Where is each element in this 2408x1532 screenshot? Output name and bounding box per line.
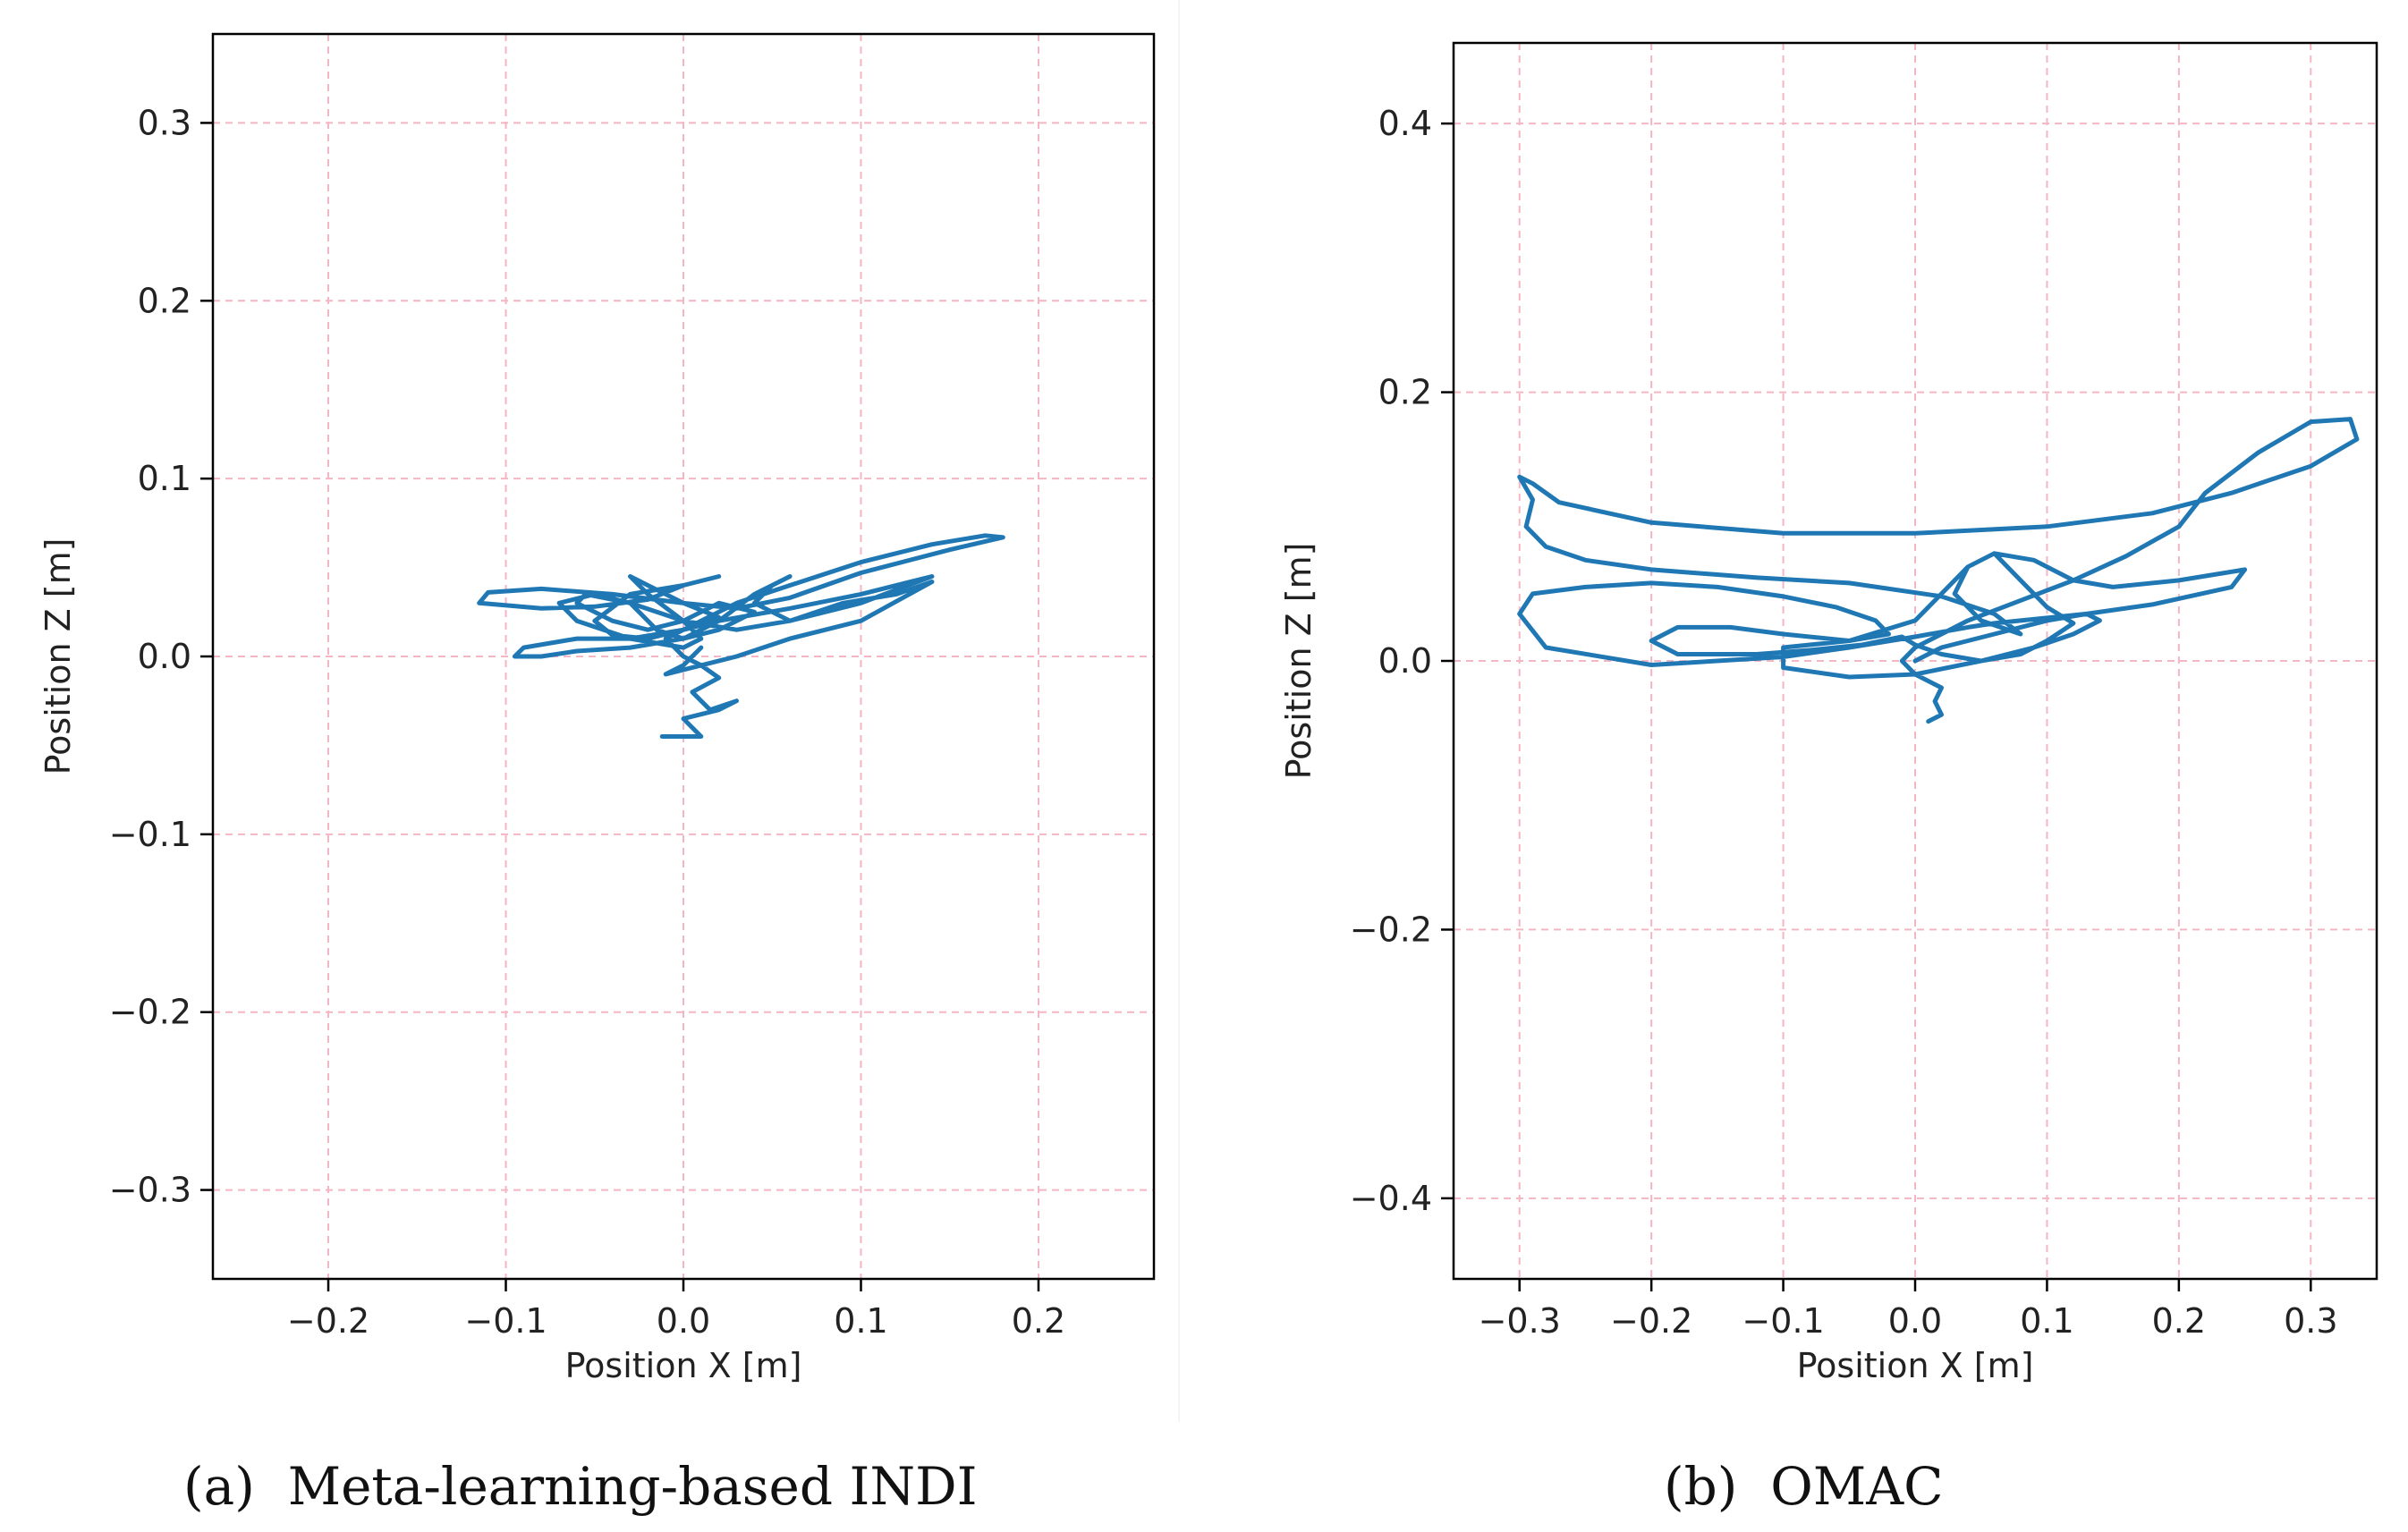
caption-a: (a) Meta-learning-based INDI (183, 1456, 978, 1517)
chart-b-xtick-label-1: −0.2 (1610, 1301, 1692, 1341)
caption-b: (b) OMAC (1664, 1456, 1943, 1517)
chart-b-xtick-label-4: 0.1 (2020, 1301, 2073, 1341)
chart-b-ytick-label-3: 0.2 (1378, 373, 1432, 412)
chart-a-xtick-label-2: 0.0 (657, 1301, 710, 1341)
chart-b-ylabel: Position Z [m] (1279, 543, 1318, 780)
chart-a-xtick-label-3: 0.1 (834, 1301, 887, 1341)
chart-a-ytick-label-1: −0.2 (109, 993, 191, 1032)
caption-b-text: OMAC (1770, 1456, 1944, 1517)
chart-a-ytick-label-0: −0.3 (109, 1171, 191, 1210)
chart-a-ytick-label-6: 0.3 (138, 103, 191, 142)
chart-b-xtick-label-5: 0.2 (2152, 1301, 2206, 1341)
chart-b-ytick-label-2: 0.0 (1378, 641, 1432, 681)
chart-b-xlabel: Position X [m] (1797, 1346, 2034, 1385)
chart-a-xtick-label-0: −0.2 (287, 1301, 369, 1341)
chart-b-ytick-label-1: −0.2 (1350, 910, 1432, 949)
chart-b-xtick-label-6: 0.3 (2284, 1301, 2337, 1341)
panel-b-omac: −0.3 −0.2 −0.1 0.0 0.1 0.2 0.3 −0.4 −0.2 0.0 0.2 0.… (1279, 41, 2378, 1385)
chart-b-series-line-0 (1517, 417, 2360, 724)
chart-b-xtick-label-3: 0.0 (1888, 1301, 1942, 1341)
chart-b-xtick-label-0: −0.3 (1479, 1301, 1561, 1341)
caption-b-label: (b) (1664, 1456, 1738, 1517)
chart-a-xtick-label-1: −0.1 (464, 1301, 547, 1341)
panel-a-meta-learning-indi: −0.2 −0.1 0.0 0.1 0.2 −0.3 −0.2 −0.1 0.0 0.1 0.2 0.… (38, 32, 1156, 1385)
chart-a-ytick-label-5: 0.2 (138, 281, 191, 320)
chart-a-ytick-label-4: 0.1 (138, 459, 191, 498)
chart-a-ytick-label-2: −0.1 (109, 815, 191, 854)
chart-b-ytick-label-0: −0.4 (1350, 1179, 1432, 1218)
chart-b-ytick-label-4: 0.4 (1378, 104, 1432, 143)
chart-a-series-line-0 (477, 533, 1005, 739)
chart-a-ytick-label-3: 0.0 (138, 637, 191, 676)
caption-a-label: (a) (183, 1456, 255, 1517)
chart-a-xtick-label-4: 0.2 (1012, 1301, 1065, 1341)
chart-b-xtick-label-2: −0.1 (1742, 1301, 1824, 1341)
panel-divider (1178, 0, 1180, 1422)
caption-a-text: Meta-learning-based INDI (287, 1456, 978, 1517)
chart-a-ylabel: Position Z [m] (38, 538, 78, 775)
chart-a-xlabel: Position X [m] (565, 1346, 802, 1385)
